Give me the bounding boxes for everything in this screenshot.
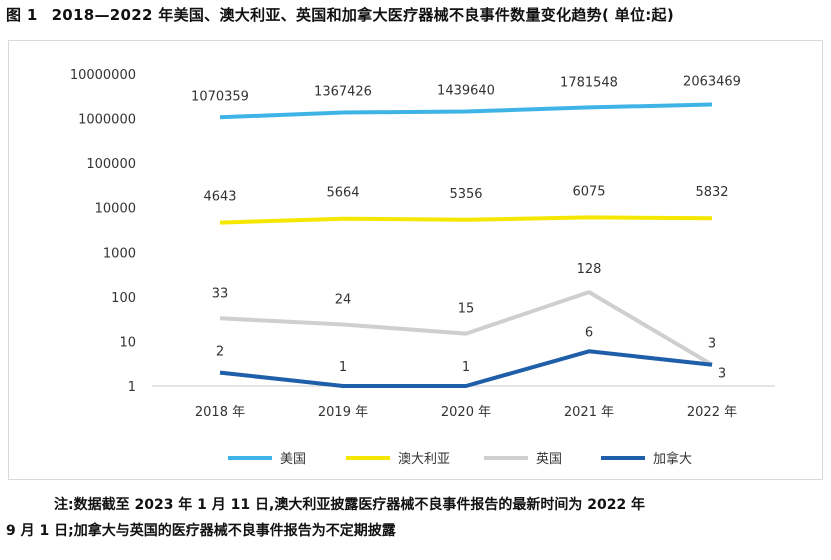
data-label: 24	[335, 292, 352, 307]
chart-frame	[8, 40, 823, 480]
y-tick-label: 1000000	[78, 113, 136, 128]
data-label: 2063469	[683, 75, 741, 90]
data-label: 5832	[695, 185, 728, 200]
series-line-2	[219, 290, 714, 367]
data-label: 15	[458, 302, 475, 317]
series-line-0	[219, 102, 713, 120]
data-label: 5356	[449, 187, 482, 202]
footnote-line-1: 注:数据截至 2023 年 1 月 11 日,澳大利亚披露医疗器械不良事件报告的…	[54, 497, 646, 513]
y-tick-label: 10000	[95, 202, 136, 217]
y-tick-label: 1000	[103, 246, 136, 261]
data-label: 1439640	[437, 84, 495, 99]
data-label: 6075	[572, 184, 605, 199]
data-label: 4643	[203, 190, 236, 205]
y-tick-label: 10000000	[70, 68, 136, 83]
figure-title: 图 1 2018—2022 年美国、澳大利亚、英国和加拿大医疗器械不良事件数量变化…	[6, 4, 674, 25]
data-label: 6	[585, 325, 593, 340]
data-label: 1	[462, 360, 470, 375]
x-tick-label: 2021 年	[564, 405, 614, 420]
y-tick-label: 100000	[86, 157, 136, 172]
data-label: 1	[339, 360, 347, 375]
data-label: 5664	[326, 186, 359, 201]
y-tick-label: 1	[128, 380, 136, 395]
legend-label: 澳大利亚	[398, 451, 450, 467]
y-tick-label: 10	[119, 335, 136, 350]
data-label: 128	[577, 262, 602, 277]
data-label: 1781548	[560, 75, 618, 90]
x-tick-label: 2020 年	[441, 405, 491, 420]
data-label: 3	[708, 337, 716, 352]
data-label: 33	[212, 286, 229, 301]
figure-title-text: 2018—2022 年美国、澳大利亚、英国和加拿大医疗器械不良事件数量变化趋势(…	[51, 6, 675, 24]
x-tick-label: 2019 年	[318, 405, 368, 420]
legend-label: 美国	[280, 452, 306, 467]
footnote-line-2: 9 月 1 日;加拿大与英国的医疗器械不良事件报告为不定期披露	[6, 523, 396, 539]
x-tick-label: 2022 年	[687, 405, 737, 420]
legend-label: 英国	[536, 452, 562, 467]
x-tick-label: 2018 年	[195, 405, 245, 420]
footnote: 注:数据截至 2023 年 1 月 11 日,澳大利亚披露医疗器械不良事件报告的…	[6, 492, 818, 544]
data-label: 1070359	[191, 89, 249, 104]
series-line-3	[219, 349, 713, 388]
data-label: 2	[216, 345, 224, 360]
y-tick-label: 100	[111, 291, 136, 306]
legend-label: 加拿大	[653, 451, 692, 467]
line-chart: 10000000 1000000 100000 10000 1000 100 10 1 2018…	[70, 68, 775, 467]
data-label: 1367426	[314, 85, 372, 100]
series-line-1	[219, 215, 713, 225]
data-label: 3	[718, 367, 726, 382]
figure-number: 图 1	[6, 6, 38, 24]
